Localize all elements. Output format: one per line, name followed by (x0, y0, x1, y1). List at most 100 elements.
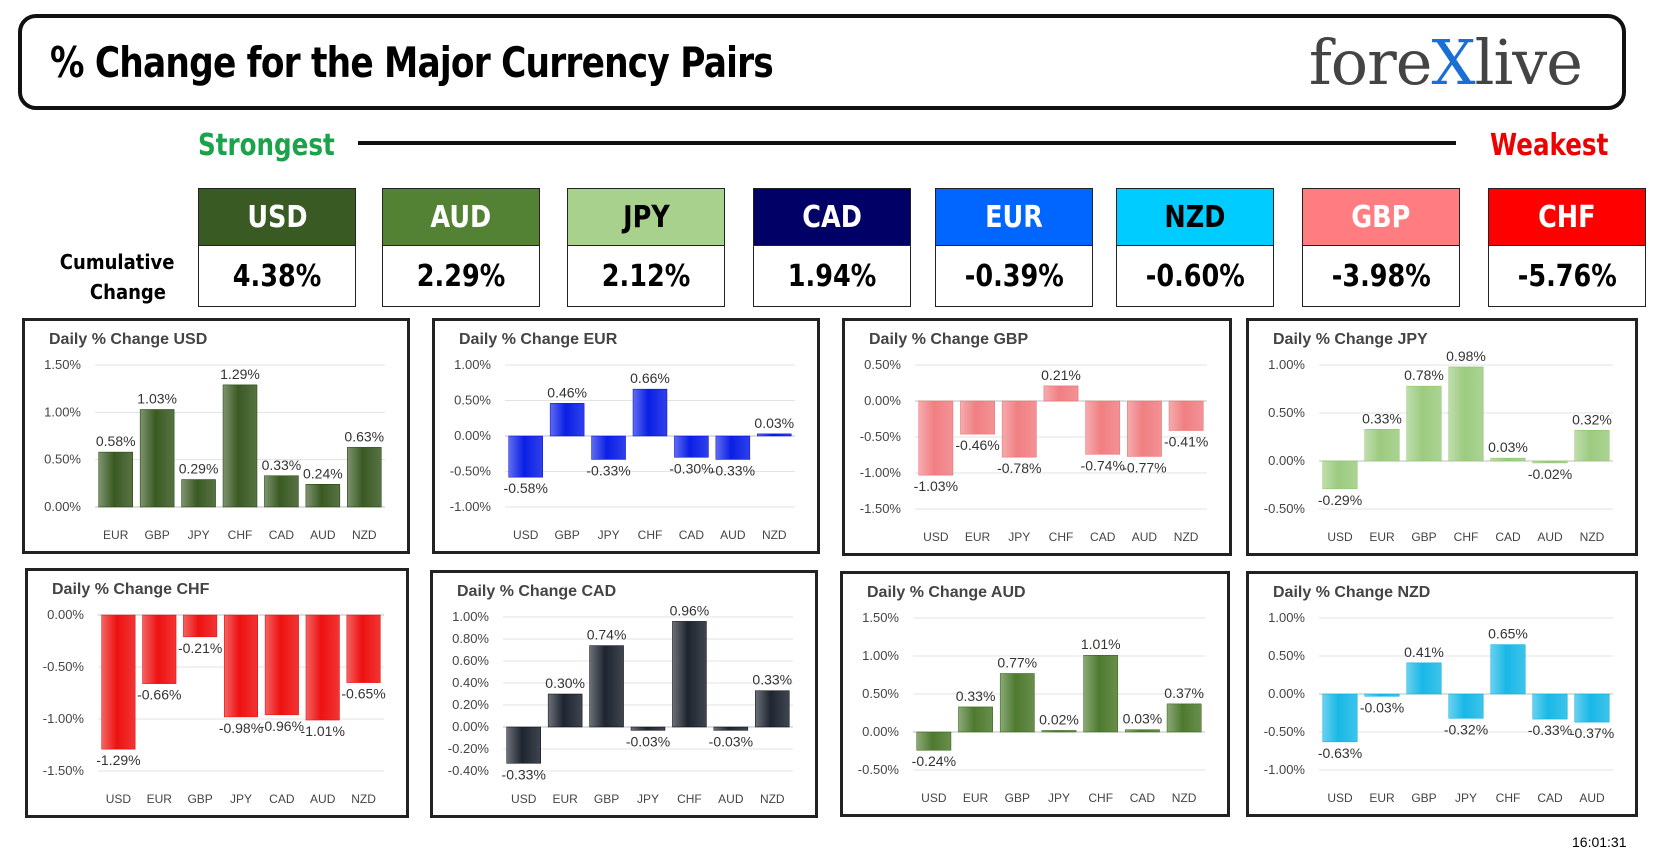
y-tick-label: -0.50% (860, 429, 902, 444)
x-tick-label: GBP (554, 528, 579, 542)
y-tick-label: 0.00% (864, 393, 901, 408)
y-tick-label: 0.60% (452, 653, 489, 668)
y-tick-label: 0.00% (1268, 686, 1305, 701)
bar-usd (1322, 693, 1358, 743)
currency-code: AUD (383, 189, 539, 246)
x-tick-label: CAD (1130, 791, 1156, 805)
data-label: 0.46% (547, 384, 587, 400)
chart-panel-7-6: Daily % Change AUD -0.50% 0.00% 0.50% 1.00% 1… (840, 571, 1230, 817)
x-tick-label: AUD (310, 792, 336, 806)
data-label: -0.33% (1528, 722, 1572, 738)
cumulative-change-value: -0.39% (964, 258, 1064, 294)
chart-title: Daily % Change EUR (459, 331, 618, 348)
bar-aud (305, 614, 340, 721)
bar-usd (918, 400, 954, 476)
data-label: 0.65% (1488, 626, 1528, 642)
data-label: 0.37% (1164, 685, 1204, 701)
y-tick-label: -1.00% (860, 465, 902, 480)
data-label: 0.33% (956, 688, 996, 704)
bar-usd (1322, 460, 1358, 490)
data-label: -0.32% (1444, 721, 1488, 737)
x-tick-label: AUD (1579, 791, 1605, 805)
y-tick-label: 0.80% (452, 631, 489, 646)
y-tick-label: -1.50% (860, 501, 902, 516)
currency-box-jpy: JPY 2.12% (567, 188, 725, 307)
y-tick-label: 0.00% (452, 719, 489, 734)
bar-gbp (549, 403, 585, 437)
y-tick-label: -0.50% (43, 659, 85, 674)
y-tick-label: -0.50% (1264, 724, 1306, 739)
x-tick-label: JPY (1048, 791, 1070, 805)
bar-nzd (755, 690, 790, 728)
bar-cad (1085, 400, 1121, 455)
x-tick-label: AUD (1132, 530, 1158, 544)
chart-title: Daily % Change GBP (869, 331, 1029, 348)
data-label: -0.37% (1570, 725, 1614, 741)
bar-cad (674, 435, 709, 458)
data-label: 0.66% (630, 370, 670, 386)
currency-box-usd: USD 4.38% (198, 188, 356, 307)
x-tick-label: EUR (1369, 791, 1395, 805)
data-label: 0.33% (1362, 410, 1402, 426)
x-tick-label: EUR (552, 792, 578, 806)
x-tick-label: CAD (1090, 530, 1116, 544)
bar-cad (264, 475, 299, 508)
page-title: % Change for the Major Currency Pairs (50, 38, 774, 87)
y-tick-label: 0.20% (452, 697, 489, 712)
x-tick-label: AUD (720, 528, 746, 542)
data-label: -1.03% (914, 478, 958, 494)
chart-svg: -0.50% 0.00% 0.50% 1.00% 1.50% -0.24% USD 0.33%… (858, 610, 1205, 805)
bar-chf (632, 388, 668, 437)
chart-title: Daily % Change CHF (52, 581, 210, 598)
data-label: -0.21% (178, 640, 222, 656)
y-tick-label: 1.50% (862, 610, 899, 625)
x-tick-label: CHF (1496, 791, 1521, 805)
data-label: -1.01% (301, 723, 345, 739)
data-label: 0.24% (303, 465, 343, 481)
x-tick-label: GBP (1411, 530, 1436, 544)
chart-panel-7-2: Daily % Change GBP -1.50% -1.00% -0.50% 0.00… (842, 318, 1232, 556)
chart-svg: -1.50% -1.00% -0.50% 0.00% 0.50% -1.03% USD -0.… (860, 357, 1209, 544)
data-label: -0.03% (709, 733, 753, 749)
y-tick-label: 1.00% (1268, 610, 1305, 625)
y-tick-label: -1.00% (450, 499, 492, 514)
currency-code: EUR (936, 189, 1092, 246)
chart-title: Daily % Change JPY (1273, 331, 1428, 348)
bar-chf (1448, 366, 1484, 462)
x-tick-label: CAD (269, 528, 295, 542)
bar-chf (1083, 654, 1119, 733)
x-tick-label: USD (923, 530, 949, 544)
y-tick-label: 0.00% (1268, 453, 1305, 468)
y-tick-label: 1.00% (1268, 357, 1305, 372)
x-tick-label: CAD (269, 792, 295, 806)
chart-panel-7-0: Daily % Change USD 0.00% 0.50% 1.00% 1.50% 0.… (22, 318, 410, 554)
x-tick-label: USD (511, 792, 537, 806)
bar-chf (222, 384, 258, 508)
bar-eur (1364, 693, 1400, 697)
x-tick-label: USD (513, 528, 539, 542)
data-label: 0.98% (1446, 348, 1486, 364)
bar-jpy (630, 726, 666, 731)
y-tick-label: 0.50% (864, 357, 901, 372)
bar-usd (101, 614, 136, 750)
timestamp: 16:01:31 (1572, 834, 1627, 850)
bar-gbp (183, 614, 218, 638)
y-tick-label: -0.50% (1264, 501, 1306, 516)
bar-usd (506, 726, 541, 764)
chart-svg: -1.00% -0.50% 0.00% 0.50% 1.00% -0.63% USD -0.0… (1264, 610, 1614, 805)
bar-aud (1532, 460, 1568, 464)
data-label: -0.33% (502, 766, 546, 782)
y-tick-label: -0.20% (448, 741, 490, 756)
x-tick-label: AUD (310, 528, 336, 542)
x-tick-label: GBP (1005, 791, 1030, 805)
bar-usd (508, 435, 543, 478)
data-label: 0.58% (96, 433, 136, 449)
strength-scale-line (358, 141, 1456, 145)
y-tick-label: 0.50% (862, 686, 899, 701)
bar-jpy (1001, 400, 1037, 458)
bar-eur (142, 614, 177, 684)
x-tick-label: NZD (1580, 530, 1605, 544)
x-tick-label: NZD (762, 528, 787, 542)
data-label: -0.03% (1360, 699, 1404, 715)
data-label: -0.74% (1081, 457, 1125, 473)
